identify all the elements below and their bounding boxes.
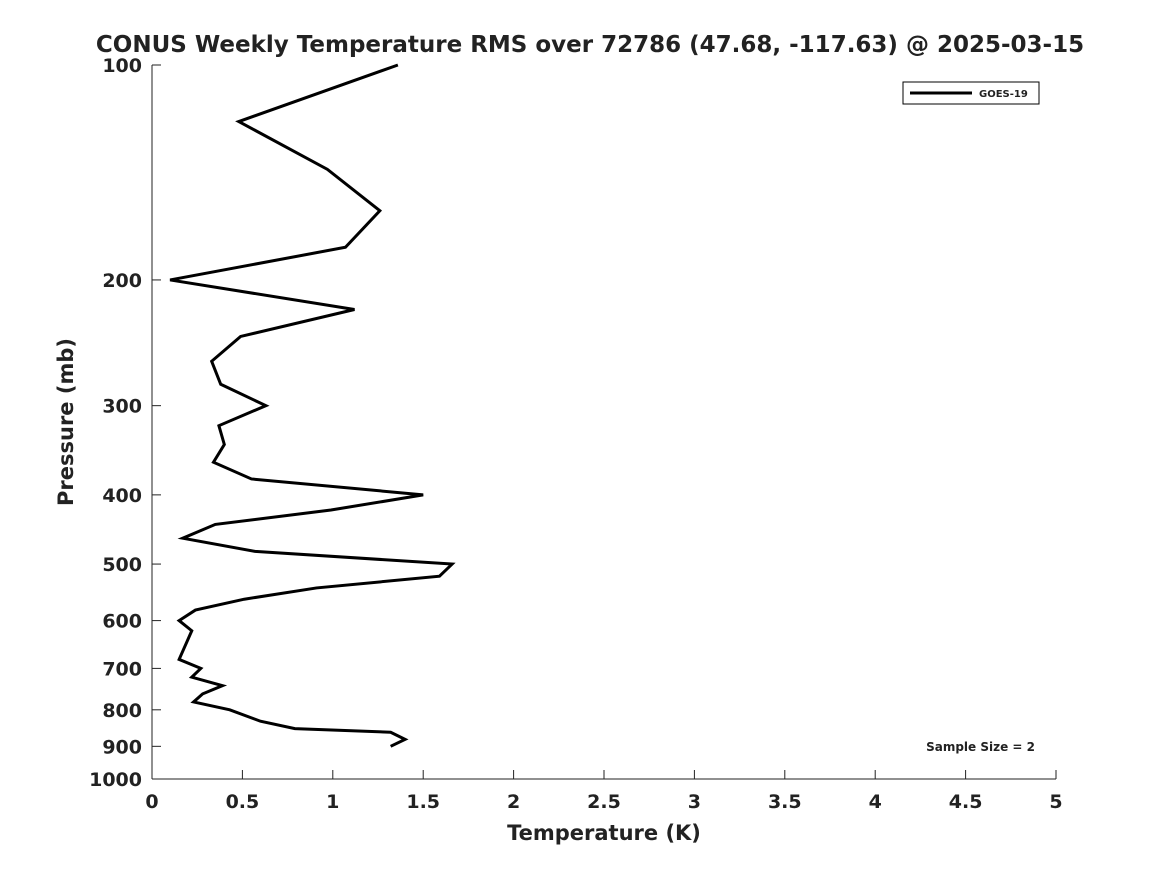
x-tick-label: 1.5 — [406, 791, 440, 813]
x-tick-label: 2.5 — [587, 791, 621, 813]
x-tick-label: 2 — [507, 791, 520, 813]
y-tick-label: 400 — [102, 485, 142, 507]
x-tick-label: 3 — [688, 791, 701, 813]
x-tick-label: 3.5 — [768, 791, 802, 813]
y-tick-label: 800 — [102, 700, 142, 722]
y-tick-label: 600 — [102, 611, 142, 633]
series-group — [169, 63, 456, 748]
sample-size-annotation: Sample Size = 2 — [926, 740, 1035, 754]
x-tick-label: 4 — [869, 791, 882, 813]
axes: 0 0.5 1 1.5 2 2.5 3 3.5 4 4.5 5 100 200 300 400 500 600 7… — [89, 55, 1063, 813]
y-tick-label: 500 — [102, 554, 142, 576]
y-axis-label: Pressure (mb) — [54, 338, 78, 506]
y-tick-label: 700 — [102, 658, 142, 680]
x-tick-label: 5 — [1049, 791, 1062, 813]
y-tick-label: 100 — [102, 55, 142, 77]
y-tick-label: 200 — [102, 270, 142, 292]
x-tick-label: 4.5 — [949, 791, 983, 813]
y-tick-label: 1000 — [89, 769, 142, 791]
legend-label-goes-19: GOES-19 — [979, 89, 1028, 100]
series-line-goes-19 — [169, 63, 456, 748]
x-tick-label: 1 — [326, 791, 339, 813]
x-tick-label: 0.5 — [226, 791, 260, 813]
chart-title: CONUS Weekly Temperature RMS over 72786 … — [96, 32, 1084, 58]
x-tick-label: 0 — [145, 791, 158, 813]
y-tick-label: 900 — [102, 736, 142, 758]
x-axis-label: Temperature (K) — [507, 821, 701, 845]
y-tick-label: 300 — [102, 396, 142, 418]
legend: GOES-19 — [902, 81, 1040, 105]
